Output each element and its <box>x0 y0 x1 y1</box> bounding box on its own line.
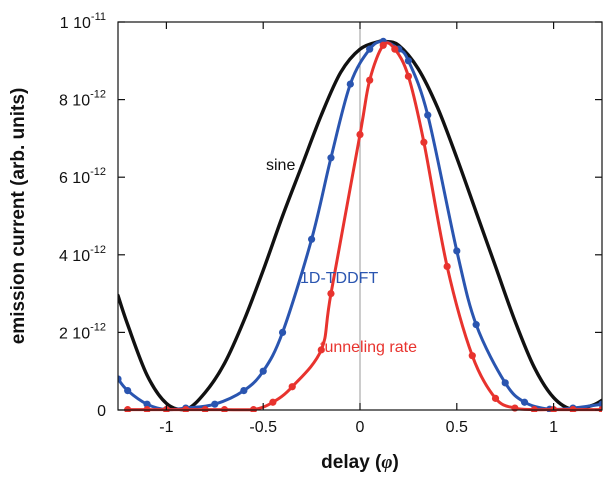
axes-layer <box>117 21 603 411</box>
y-tick-label-5: 1 10-11 <box>60 11 106 32</box>
data-point-1d-tddft-7 <box>259 367 267 375</box>
data-point-1d-tddft-2 <box>143 400 151 408</box>
data-point-1d-tddft-18 <box>472 321 480 329</box>
data-point-1d-tddft-11 <box>346 80 354 88</box>
data-point-1d-tddft-6 <box>240 387 248 395</box>
y-tick-label-0: 0 <box>97 403 106 420</box>
y-tick-label-3: 6 10-12 <box>59 166 106 187</box>
data-point-1d-tddft-0 <box>118 375 122 383</box>
data-point-1d-tddft-15 <box>404 57 412 65</box>
data-point-1d-tddft-23 <box>598 400 602 408</box>
data-point-tunneling-rate-11 <box>356 130 364 139</box>
data-point-tunneling-rate-8 <box>288 383 296 391</box>
data-point-tunneling-rate-17 <box>443 262 451 271</box>
x-axis-title: delay (φ) <box>321 452 399 473</box>
data-point-tunneling-rate-10 <box>327 290 335 298</box>
labels-layer: sine 1D-TDDFT tunneling rate -1 -0.5 0 0.5 1 0 2 … <box>8 11 558 473</box>
series-tunneling-rate <box>124 41 602 412</box>
data-point-1d-tddft-16 <box>424 111 432 119</box>
data-point-tunneling-rate-7 <box>269 398 277 406</box>
series-sine <box>118 38 602 412</box>
x-tick-label-3: 0.5 <box>446 419 468 436</box>
data-point-1d-tddft-12 <box>366 45 374 53</box>
data-point-1d-tddft-17 <box>453 247 461 255</box>
series-line-sine <box>118 38 602 412</box>
data-point-tunneling-rate-16 <box>420 138 428 146</box>
data-point-1d-tddft-8 <box>278 328 287 336</box>
data-point-1d-tddft-20 <box>520 398 529 406</box>
series-label-tunneling-rate: tunneling rate <box>320 339 417 356</box>
data-point-1d-tddft-1 <box>124 387 132 395</box>
data-point-tunneling-rate-15 <box>404 72 412 80</box>
data-point-1d-tddft-5 <box>211 400 219 408</box>
y-tick-label-4: 8 10-12 <box>59 89 106 110</box>
data-point-tunneling-rate-9 <box>317 346 325 354</box>
data-point-tunneling-rate-13 <box>379 41 387 49</box>
y-tick-label-2: 4 10-12 <box>59 244 106 265</box>
data-point-1d-tddft-19 <box>501 379 509 387</box>
series-label-sine: sine <box>266 157 295 174</box>
data-point-tunneling-rate-18 <box>468 352 476 360</box>
data-point-tunneling-rate-12 <box>366 76 374 84</box>
x-tick-label-1: -0.5 <box>249 419 277 436</box>
x-tick-label-0: -1 <box>159 419 173 436</box>
x-tick-label-4: 1 <box>549 419 558 436</box>
data-point-tunneling-rate-19 <box>491 394 500 402</box>
y-axis-title: emission current (arb. units) <box>8 88 29 345</box>
x-tick-label-2: 0 <box>356 419 365 436</box>
data-point-1d-tddft-9 <box>308 235 316 243</box>
y-tick-label-1: 2 10-12 <box>59 321 106 342</box>
data-point-1d-tddft-10 <box>327 154 335 162</box>
data-point-tunneling-rate-14 <box>391 45 399 53</box>
series-label-1d-tddft: 1D-TDDFT <box>300 270 378 287</box>
